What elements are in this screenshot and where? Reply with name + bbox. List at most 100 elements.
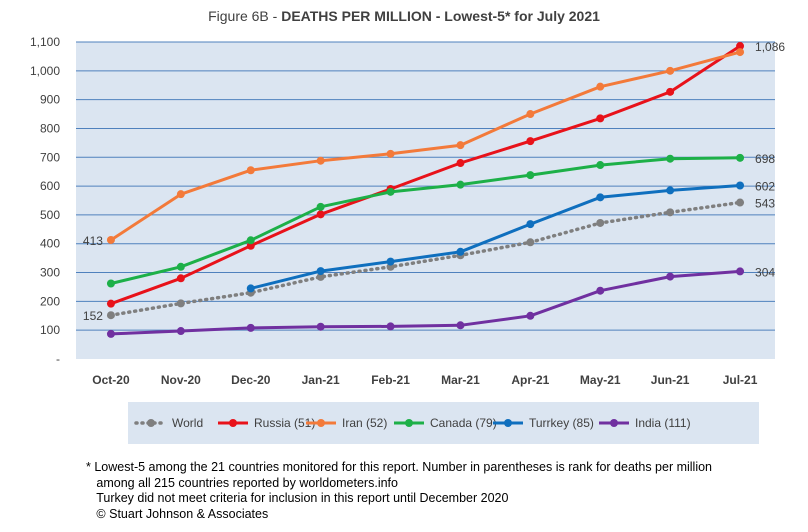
data-label: 1,086 bbox=[755, 40, 785, 54]
y-tick-label: 600 bbox=[40, 179, 60, 193]
y-tick-label: 1,100 bbox=[30, 35, 60, 49]
data-point bbox=[316, 322, 325, 331]
chart-title: Figure 6B - DEATHS PER MILLION - Lowest-… bbox=[208, 8, 600, 24]
chart-title-prefix: Figure 6B - bbox=[208, 8, 281, 24]
data-point bbox=[316, 210, 325, 219]
data-point bbox=[246, 166, 255, 175]
data-point bbox=[456, 321, 465, 330]
data-point bbox=[666, 154, 675, 163]
data-label: 543 bbox=[755, 197, 775, 211]
data-point bbox=[176, 190, 185, 199]
data-point bbox=[736, 153, 745, 162]
data-point bbox=[106, 235, 115, 244]
data-point bbox=[176, 274, 185, 283]
series-2 bbox=[106, 48, 745, 244]
line-chart: Figure 6B - DEATHS PER MILLION - Lowest-… bbox=[30, 8, 785, 444]
x-tick-label: Dec-20 bbox=[231, 373, 271, 387]
data-point bbox=[106, 311, 115, 320]
data-point bbox=[316, 272, 325, 281]
data-point bbox=[316, 267, 325, 276]
legend-label: Iran (52) bbox=[342, 416, 387, 430]
series-line bbox=[110, 269, 741, 336]
legend-marker bbox=[504, 419, 512, 427]
data-point bbox=[596, 193, 605, 202]
legend-label: Canada (79) bbox=[430, 416, 497, 430]
y-tick-label: 200 bbox=[40, 294, 60, 308]
series-line bbox=[110, 156, 741, 285]
data-point bbox=[456, 141, 465, 150]
data-point bbox=[386, 257, 395, 266]
legend-label: Russia (51) bbox=[254, 416, 315, 430]
data-point bbox=[736, 198, 745, 207]
data-point bbox=[596, 161, 605, 170]
x-tick-label: May-21 bbox=[580, 373, 621, 387]
x-tick-label: Jan-21 bbox=[302, 373, 340, 387]
data-point bbox=[246, 323, 255, 332]
data-point bbox=[456, 247, 465, 256]
data-point bbox=[316, 202, 325, 211]
data-point bbox=[246, 284, 255, 293]
y-tick-label: 300 bbox=[40, 266, 60, 280]
data-point bbox=[666, 66, 675, 75]
footnotes: * Lowest-5 among the 21 countries monito… bbox=[86, 460, 786, 522]
y-tick-label: 800 bbox=[40, 121, 60, 135]
data-point bbox=[386, 187, 395, 196]
x-tick-label: Oct-20 bbox=[92, 373, 130, 387]
legend-marker bbox=[147, 419, 155, 427]
data-point bbox=[666, 208, 675, 217]
data-point bbox=[176, 262, 185, 271]
data-point bbox=[526, 311, 535, 320]
data-point bbox=[596, 286, 605, 295]
x-tick-label: Nov-20 bbox=[161, 373, 201, 387]
footnote-line: Turkey did not meet criteria for inclusi… bbox=[86, 491, 509, 505]
data-label: 304 bbox=[755, 265, 775, 279]
data-point bbox=[526, 171, 535, 180]
y-tick-label: 1,000 bbox=[30, 64, 60, 78]
series-line bbox=[250, 184, 741, 290]
data-point bbox=[246, 236, 255, 245]
data-point bbox=[316, 156, 325, 165]
data-point bbox=[526, 238, 535, 247]
legend-marker bbox=[317, 419, 325, 427]
data-labels: 1,086 698 602 543 304 413 152 bbox=[83, 40, 785, 323]
legend-label: India (111) bbox=[635, 416, 691, 430]
legend: World Russia (51) Iran (52) Canada (79) Turr… bbox=[134, 416, 691, 430]
data-point bbox=[106, 329, 115, 338]
data-point bbox=[736, 267, 745, 276]
data-point bbox=[596, 218, 605, 227]
y-tick-label: 700 bbox=[40, 150, 60, 164]
y-tick-label: 100 bbox=[40, 323, 60, 337]
y-tick-label: 900 bbox=[40, 93, 60, 107]
data-point bbox=[386, 322, 395, 331]
data-label: 152 bbox=[83, 309, 103, 323]
legend-item: Iran (52) bbox=[306, 416, 387, 430]
series-4 bbox=[246, 181, 745, 293]
series-lines bbox=[106, 42, 745, 338]
data-label: 602 bbox=[755, 180, 775, 194]
data-point bbox=[736, 181, 745, 190]
x-tick-label: Feb-21 bbox=[371, 373, 410, 387]
legend-item: World bbox=[134, 416, 203, 430]
data-point bbox=[106, 299, 115, 308]
data-point bbox=[666, 272, 675, 281]
legend-marker bbox=[405, 419, 413, 427]
footnote-line: among all 215 countries reported by worl… bbox=[86, 475, 398, 490]
series-3 bbox=[106, 153, 745, 288]
legend-item: Russia (51) bbox=[218, 416, 315, 430]
y-tick-label: 400 bbox=[40, 237, 60, 251]
series-line bbox=[110, 44, 741, 306]
series-5 bbox=[106, 267, 745, 338]
data-point bbox=[666, 186, 675, 195]
data-point bbox=[526, 110, 535, 119]
series-line bbox=[109, 200, 742, 317]
data-point bbox=[176, 327, 185, 336]
series-1 bbox=[106, 42, 745, 308]
data-point bbox=[456, 159, 465, 168]
data-point bbox=[456, 180, 465, 189]
x-tick-label: Mar-21 bbox=[441, 373, 480, 387]
data-point bbox=[596, 114, 605, 123]
x-axis-ticks: Oct-20 Nov-20 Dec-20 Jan-21 Feb-21 Mar-21 Apr-… bbox=[92, 373, 757, 387]
legend-marker bbox=[229, 419, 237, 427]
data-label: 413 bbox=[83, 234, 103, 248]
series-line bbox=[110, 50, 741, 242]
